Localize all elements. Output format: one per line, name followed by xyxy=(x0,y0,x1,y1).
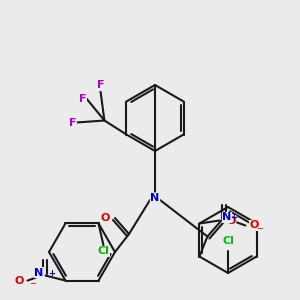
Text: O: O xyxy=(226,215,236,226)
Text: +: + xyxy=(230,214,237,223)
Text: −: − xyxy=(29,279,37,288)
Text: N: N xyxy=(150,193,160,203)
Text: F: F xyxy=(79,94,86,103)
Text: F: F xyxy=(69,118,76,128)
Text: O: O xyxy=(100,213,110,223)
Text: O: O xyxy=(14,276,23,286)
Text: N: N xyxy=(222,212,232,223)
Text: Cl: Cl xyxy=(222,236,234,246)
Text: N: N xyxy=(34,268,44,278)
Text: −: − xyxy=(256,224,263,233)
Text: O: O xyxy=(249,220,259,230)
Text: F: F xyxy=(97,80,104,91)
Text: Cl: Cl xyxy=(98,246,110,256)
Text: +: + xyxy=(49,268,56,278)
